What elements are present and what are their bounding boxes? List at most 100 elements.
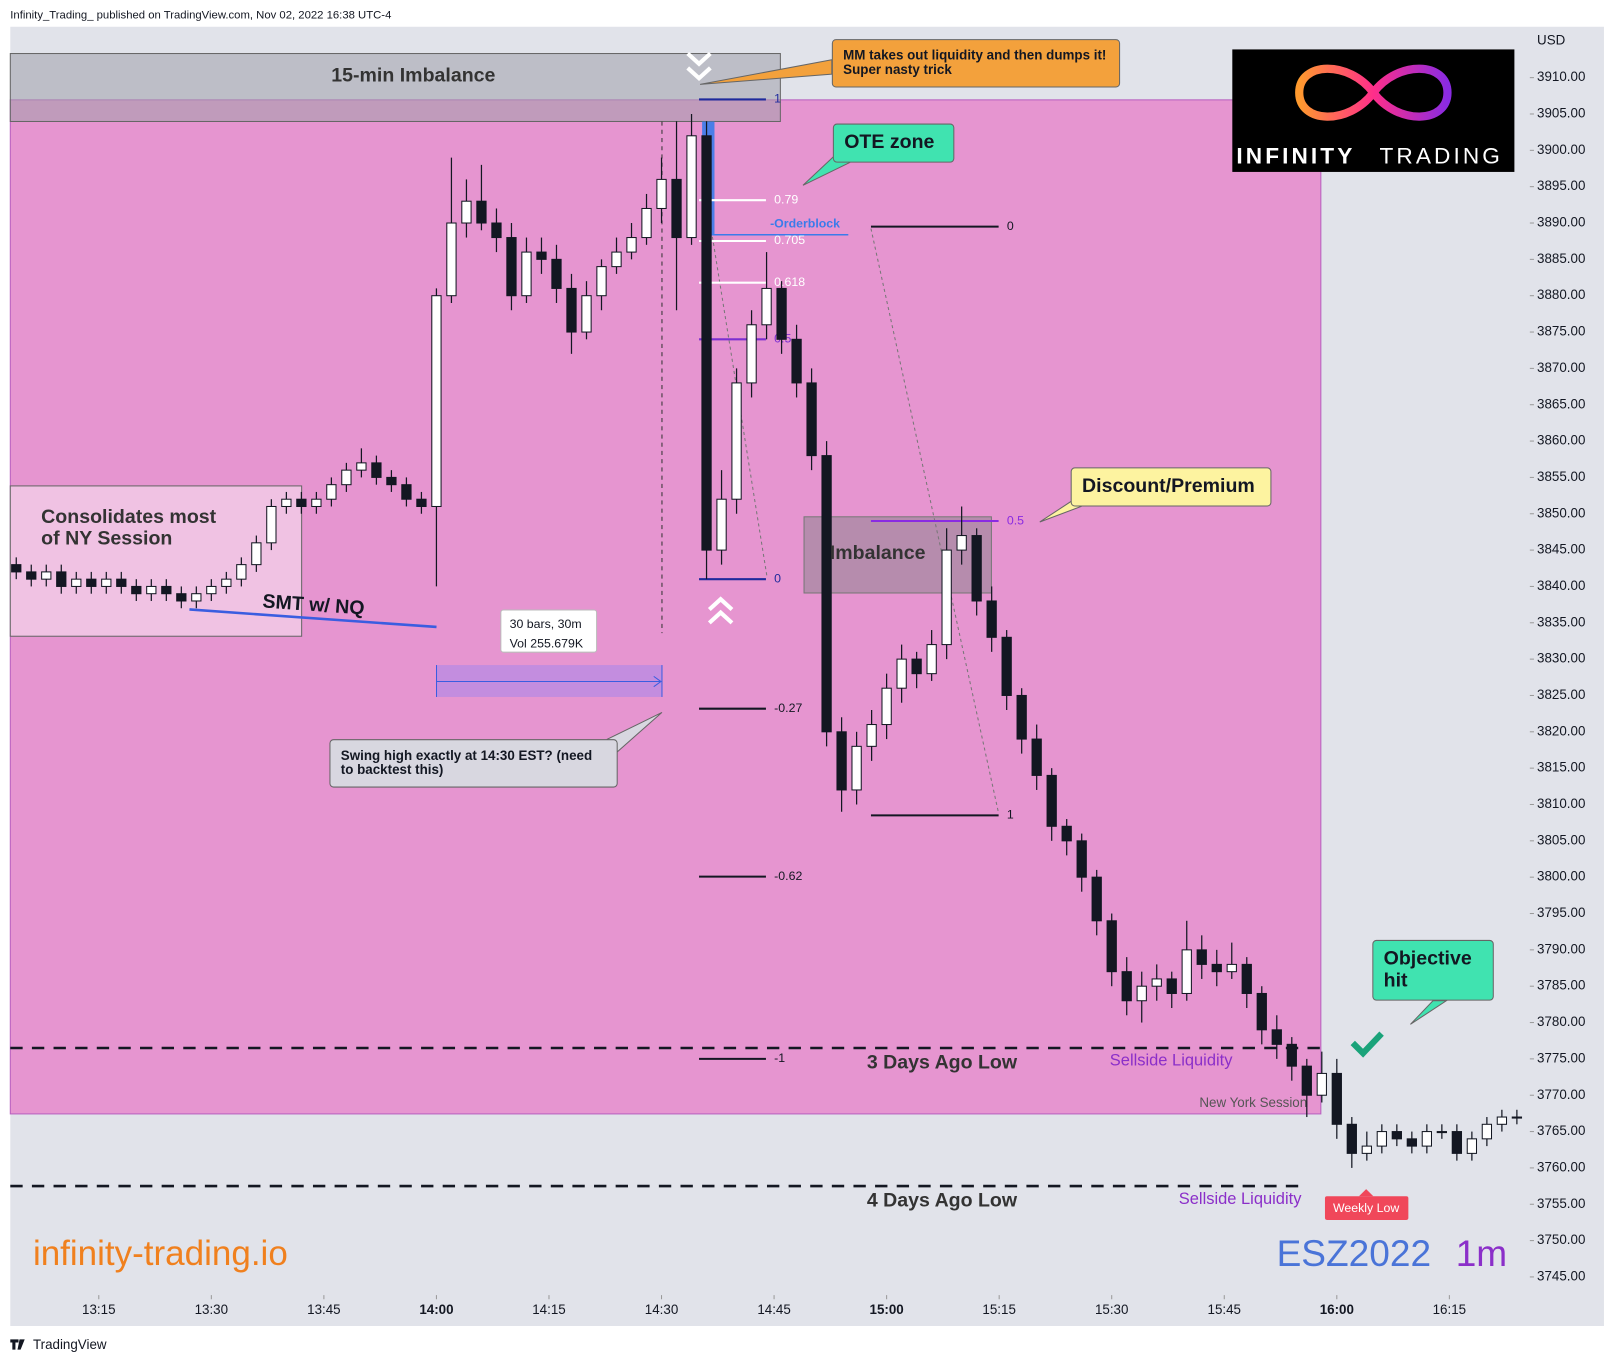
y-tick-label: 3795.00 <box>1537 905 1585 920</box>
candle-body <box>26 571 37 580</box>
fib-level-label: 1 <box>1007 808 1014 822</box>
logo-word: TRADING <box>1380 143 1503 168</box>
candle-body <box>1511 1116 1523 1119</box>
candle-body <box>1331 1072 1342 1125</box>
y-tick-label: 3900.00 <box>1537 142 1585 157</box>
candle-body <box>506 237 517 297</box>
candle-body <box>1061 825 1072 842</box>
candle-body <box>71 578 82 587</box>
candle-body <box>326 484 337 500</box>
candle-body <box>551 258 562 289</box>
watermark-interval: 1m <box>1456 1232 1507 1274</box>
candle-body <box>521 251 532 297</box>
imbalance-15-zone <box>9 53 781 122</box>
candle-body <box>131 585 142 595</box>
candle-body <box>1406 1138 1417 1147</box>
candle-body <box>1016 694 1027 740</box>
x-tick-label: 15:45 <box>1208 1302 1241 1317</box>
candle-body <box>476 200 487 224</box>
candle-body <box>281 498 292 507</box>
candle-body <box>41 571 52 580</box>
y-tick-label: 3765.00 <box>1537 1123 1585 1138</box>
ote-callout: OTE zone <box>832 123 955 163</box>
candle-body <box>656 178 667 209</box>
candle-body <box>1466 1138 1478 1154</box>
candle-body <box>731 382 742 500</box>
y-tick-label: 3845.00 <box>1537 542 1585 557</box>
candle-body <box>896 658 907 689</box>
candle-body <box>626 237 637 253</box>
candle-body <box>1271 1029 1282 1045</box>
y-tick-label: 3810.00 <box>1537 796 1585 811</box>
candle-body <box>1166 978 1177 994</box>
candle-body <box>1196 949 1207 965</box>
fib-level-label: 1 <box>774 92 781 106</box>
candle-body <box>311 498 322 507</box>
x-tick-label: 14:30 <box>645 1302 678 1317</box>
candle-body <box>986 600 997 638</box>
candle-body <box>536 251 547 260</box>
candle-body <box>1496 1116 1508 1125</box>
candle-body <box>86 578 97 587</box>
candle-body <box>1436 1131 1448 1134</box>
candle-body <box>1361 1145 1372 1154</box>
imbalance-15-label: 15-min Imbalance <box>331 64 496 87</box>
candle-body <box>251 542 262 566</box>
fib-level-label: -0.27 <box>774 701 802 715</box>
candle-body <box>1241 963 1252 994</box>
x-tick-label: 14:00 <box>419 1302 453 1317</box>
candle-body <box>776 287 787 340</box>
y-tick-label: 3790.00 <box>1537 941 1585 956</box>
y-tick-label: 3840.00 <box>1537 578 1585 593</box>
candle-body <box>746 324 757 384</box>
y-tick-label: 3910.00 <box>1537 69 1585 84</box>
down-chevrons <box>686 52 712 82</box>
x-tick-label: 15:30 <box>1095 1302 1128 1317</box>
y-tick-label: 3860.00 <box>1537 433 1585 448</box>
candle-body <box>1031 738 1042 776</box>
y-tick-label: 3755.00 <box>1537 1196 1585 1211</box>
mm-callout: MM takes out liquidity and then dumps it… <box>831 39 1121 88</box>
imbalance-zone <box>803 516 992 594</box>
logo-mark <box>1295 64 1452 121</box>
candle-body <box>1346 1123 1357 1154</box>
candle-body <box>1301 1065 1312 1096</box>
fib-level-label: -0.62 <box>774 869 802 883</box>
fib-level-label: 0.618 <box>774 275 805 289</box>
candle-body <box>941 549 952 646</box>
candle-body <box>236 564 247 580</box>
candle-body <box>1256 992 1267 1031</box>
x-tick-label: 16:15 <box>1433 1302 1466 1317</box>
footer: TradingView <box>33 1337 107 1352</box>
candle-body <box>56 571 67 587</box>
candle-body <box>761 287 772 326</box>
candle-body <box>161 585 172 595</box>
sellside-label: Sellside Liquidity <box>1110 1052 1233 1070</box>
candle-body <box>1316 1072 1327 1096</box>
candle-body <box>416 498 427 507</box>
weekly-low-pointer <box>1358 1189 1374 1197</box>
x-tick-label: 15:00 <box>870 1302 904 1317</box>
candle-body <box>206 585 217 595</box>
swing-path <box>711 236 768 577</box>
y-tick-label: 3850.00 <box>1537 505 1585 520</box>
y-tick-label: 3890.00 <box>1537 215 1585 230</box>
tv-logo <box>10 1339 25 1350</box>
candle-body <box>1001 636 1012 696</box>
candle-body <box>1451 1131 1463 1154</box>
candle-body <box>566 287 577 333</box>
y-tick-label: 3780.00 <box>1537 1014 1585 1029</box>
y-tick-label: 3895.00 <box>1537 178 1585 193</box>
candle-body <box>1481 1123 1493 1140</box>
candle-body <box>491 222 502 239</box>
candle-body <box>596 266 607 297</box>
discount-callout: Discount/Premium <box>1070 467 1272 507</box>
candle-body <box>611 251 622 268</box>
candle-body <box>1136 985 1147 1002</box>
candle-body <box>1391 1131 1402 1140</box>
measure-arrow-head <box>653 675 662 688</box>
logo-box <box>1232 49 1515 172</box>
logo-word: INFINITY <box>1236 143 1355 168</box>
candle-body <box>461 200 472 224</box>
